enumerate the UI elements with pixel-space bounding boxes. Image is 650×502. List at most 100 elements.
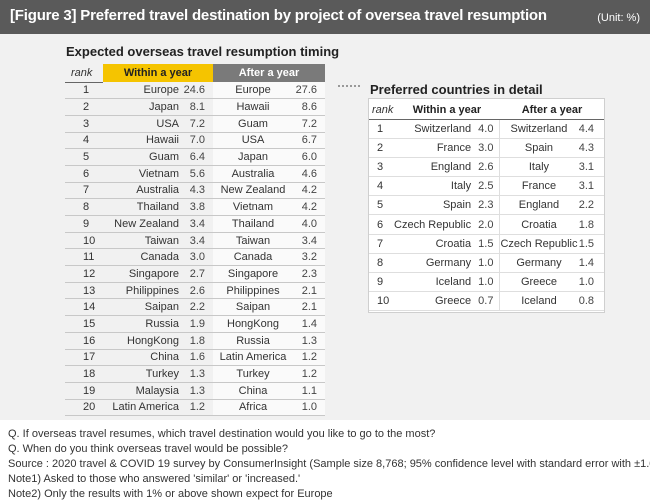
after-value-cell: 1.8	[577, 214, 604, 235]
after-value-cell: 1.1	[293, 382, 325, 400]
within-destination-cell: England	[394, 157, 478, 178]
after-destination-cell: Philippines	[213, 282, 293, 300]
footnote-line: Q. If overseas travel resumes, which tra…	[8, 428, 436, 440]
table-row: 8 Thailand 3.8 Vietnam 4.2	[65, 198, 325, 216]
rank-cell: 14	[65, 298, 103, 317]
rank-cell: 13	[65, 282, 103, 300]
table-row: 14 Saipan 2.2 Saipan 2.1	[65, 298, 325, 317]
within-value-cell: 2.3	[477, 195, 501, 216]
figure-header: [Figure 3] Preferred travel destination …	[0, 0, 650, 34]
after-value-cell: 3.1	[577, 157, 604, 178]
rank-cell: 7	[65, 182, 103, 200]
within-destination-cell: China	[103, 349, 183, 367]
after-destination-cell: Spain	[499, 138, 578, 158]
after-destination-cell: Czech Republic	[499, 234, 578, 254]
within-destination-cell: Japan	[103, 98, 183, 116]
after-destination-cell: France	[499, 176, 578, 197]
after-value-cell: 2.3	[293, 265, 325, 283]
rank-cell: 1	[65, 82, 103, 100]
after-destination-cell: Canada	[213, 248, 293, 267]
after-destination-cell: HongKong	[213, 315, 293, 333]
after-value-cell: 0.8	[577, 291, 604, 312]
within-destination-cell: Latin America	[103, 399, 183, 417]
within-value-cell: 3.4	[183, 215, 213, 233]
after-value-cell: 4.2	[293, 198, 325, 216]
after-value-cell: 3.2	[293, 248, 325, 267]
after-a-year-header: After a year	[499, 101, 604, 120]
within-destination-cell: Czech Republic	[394, 214, 478, 235]
table-row: 19 Malaysia 1.3 China 1.1	[65, 382, 325, 400]
within-value-cell: 3.4	[183, 232, 213, 250]
dotted-connector	[338, 85, 360, 87]
within-destination-cell: Canada	[103, 248, 183, 267]
table-row: 7 Australia 4.3 New Zealand 4.2	[65, 182, 325, 200]
within-destination-cell: Singapore	[103, 265, 183, 283]
within-destination-cell: Vietnam	[103, 165, 183, 183]
rank-cell: 10	[65, 232, 103, 250]
within-destination-cell: Malaysia	[103, 382, 183, 400]
table-row: 9 New Zealand 3.4 Thailand 4.0	[65, 215, 325, 233]
table-row: 6 Vietnam 5.6 Australia 4.6	[65, 165, 325, 183]
after-value-cell: 4.2	[293, 182, 325, 200]
table-row: 20 Latin America 1.2 Africa 1.0	[65, 399, 325, 417]
resumption-timing-table: rank Within a year After a year 1 Europe 2…	[65, 64, 325, 417]
within-value-cell: 1.0	[477, 253, 501, 274]
rank-cell: 3	[65, 115, 103, 133]
after-value-cell: 6.0	[293, 148, 325, 166]
within-a-year-header: Within a year	[103, 64, 213, 82]
within-value-cell: 0.7	[477, 291, 501, 312]
after-value-cell: 4.6	[293, 165, 325, 183]
rank-cell: 4	[369, 176, 395, 197]
after-value-cell: 8.6	[293, 98, 325, 116]
rank-cell: 17	[65, 349, 103, 367]
after-destination-cell: New Zealand	[213, 182, 293, 200]
within-value-cell: 6.4	[183, 148, 213, 166]
within-value-cell: 7.0	[183, 132, 213, 150]
table-row: 17 China 1.6 Latin America 1.2	[65, 349, 325, 367]
after-value-cell: 4.0	[293, 215, 325, 233]
after-value-cell: 4.3	[577, 138, 604, 158]
within-destination-cell: Switzerland	[394, 119, 478, 139]
within-destination-cell: France	[394, 138, 478, 158]
rank-cell: 4	[65, 132, 103, 150]
after-value-cell: 2.1	[293, 298, 325, 317]
within-destination-cell: Thailand	[103, 198, 183, 216]
table-row: 15 Russia 1.9 HongKong 1.4	[65, 315, 325, 333]
countries-detail-table: rank Within a year After a year 1 Switzer…	[369, 101, 604, 312]
table-row: 5 Guam 6.4 Japan 6.0	[65, 148, 325, 166]
countries-detail-body: 1 Switzerland 4.0 Switzerland 4.4 2 France 3.0 S…	[369, 119, 604, 312]
rank-cell: 5	[369, 195, 395, 216]
after-value-cell: 1.0	[577, 272, 604, 293]
rank-cell: 15	[65, 315, 103, 333]
table-row: 4 Hawaii 7.0 USA 6.7	[65, 132, 325, 150]
right-subtitle: Preferred countries in detail	[370, 82, 543, 97]
within-value-cell: 5.6	[183, 165, 213, 183]
after-destination-cell: Taiwan	[213, 232, 293, 250]
within-destination-cell: Hawaii	[103, 132, 183, 150]
table-row: 7 Croatia 1.5 Czech Republic 1.5	[369, 234, 604, 254]
within-value-cell: 3.0	[183, 248, 213, 267]
after-destination-cell: Europe	[213, 82, 293, 100]
within-destination-cell: HongKong	[103, 332, 183, 350]
within-value-cell: 2.0	[477, 214, 501, 235]
footnote-line: Q. When do you think overseas travel wou…	[8, 443, 289, 455]
footnote-line: Source : 2020 travel & COVID 19 survey b…	[8, 458, 650, 470]
rank-cell: 20	[65, 399, 103, 417]
table-row: 10 Taiwan 3.4 Taiwan 3.4	[65, 232, 325, 250]
rank-cell: 18	[65, 365, 103, 383]
rank-cell: 12	[65, 265, 103, 283]
table-row: 5 Spain 2.3 England 2.2	[369, 195, 604, 216]
within-value-cell: 1.5	[477, 234, 501, 254]
table-header-row: rank Within a year After a year	[65, 64, 325, 83]
after-destination-cell: Africa	[213, 399, 293, 417]
after-destination-cell: China	[213, 382, 293, 400]
within-value-cell: 2.6	[183, 282, 213, 300]
after-value-cell: 4.4	[577, 119, 604, 139]
after-destination-cell: Italy	[499, 157, 578, 178]
within-value-cell: 8.1	[183, 98, 213, 116]
footnotes: Q. If overseas travel resumes, which tra…	[8, 427, 650, 502]
rank-cell: 1	[369, 119, 395, 139]
after-destination-cell: Greece	[499, 272, 578, 293]
table-row: 18 Turkey 1.3 Turkey 1.2	[65, 365, 325, 383]
after-destination-cell: Japan	[213, 148, 293, 166]
